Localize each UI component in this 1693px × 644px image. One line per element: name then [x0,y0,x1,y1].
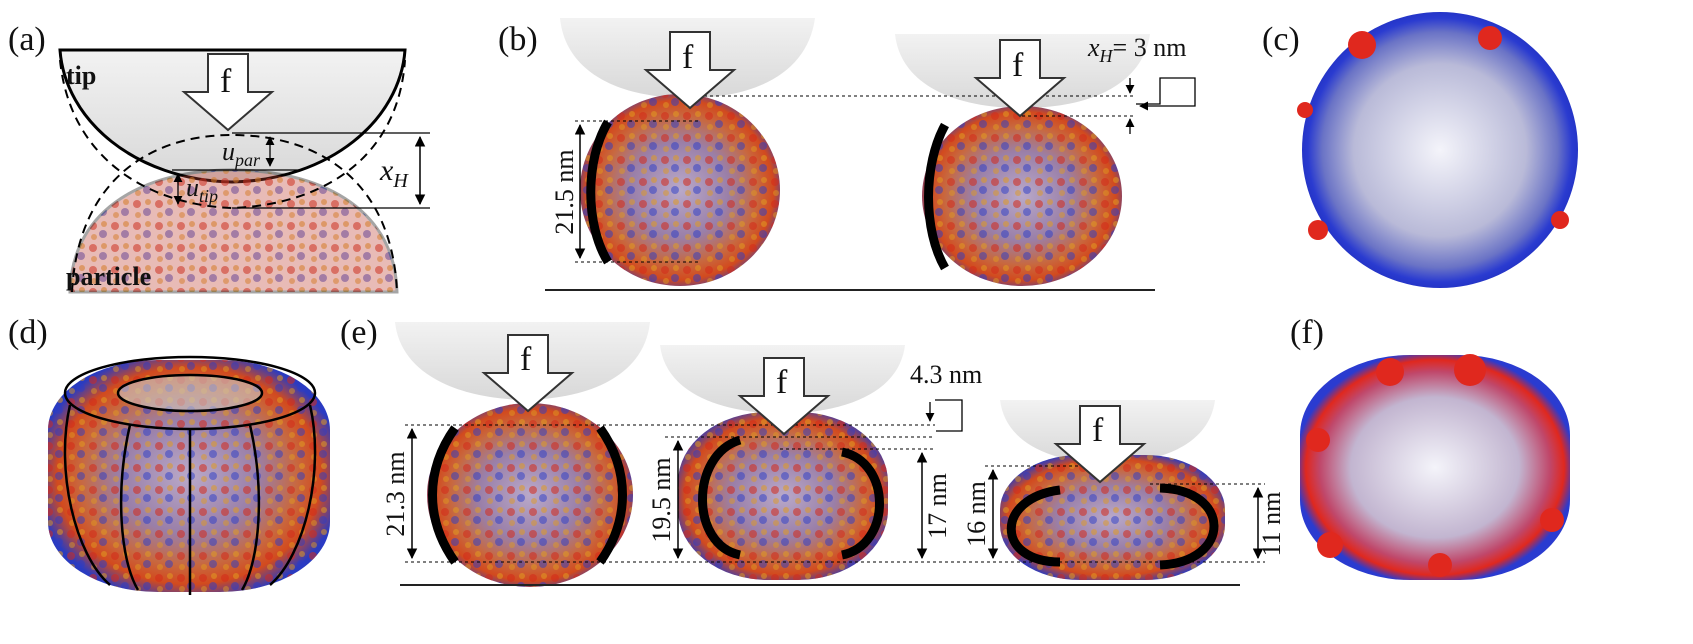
panel-b-drawing [545,18,1196,291]
contour-arc [428,425,459,565]
subscript: H [392,170,409,192]
particle-texture [427,403,633,587]
panel-c-drawing [1297,12,1578,288]
panel-f-drawing [1300,354,1570,580]
cage-ring [63,355,317,431]
panel-d-drawing [48,355,330,595]
red-patch [1376,358,1404,386]
height-label: 19.5 nm [647,457,676,542]
capsid-cross-section [1302,12,1578,288]
tip-label: tip [66,61,96,90]
panel-label: (d) [8,314,48,351]
callout-line [935,399,963,432]
red-patch [1317,532,1343,558]
red-patch [1348,31,1376,59]
callout-arrow [1136,77,1196,111]
red-patch [1551,211,1569,229]
contour-arc [1006,485,1061,567]
red-patch [1308,220,1328,240]
red-patch [1454,354,1486,386]
red-patch [1306,428,1330,452]
contour-arc [698,435,742,560]
contour-arc [1159,483,1219,570]
red-patch [1478,26,1502,50]
symbol: u [222,137,235,166]
height-label: 21.5 nm [550,149,579,234]
undeformed-tip [71,133,398,293]
symbol: x [379,154,394,187]
particle-texture [922,106,1122,286]
contour-arc [586,119,612,265]
panel-e-drawing [395,322,1265,587]
particle-label: particle [66,262,151,291]
subscript: par [233,150,261,170]
panel-a-drawing [58,48,430,294]
cage-meridians [63,404,317,595]
red-patch [1540,508,1564,532]
red-patch [1297,102,1313,118]
subscript: H [1099,46,1114,66]
contour-arc [840,447,884,560]
contour-arc [924,122,949,271]
u-par-label: upar [222,137,261,170]
red-patch [1428,553,1452,577]
capsid-cross-section [1300,355,1570,580]
force-label: f [520,341,532,378]
panel-label: (c) [1262,21,1300,58]
panel-label: (f) [1290,314,1324,351]
contour-arc [596,425,627,565]
height-label: 17 nm [923,473,952,539]
force-label: f [220,63,232,100]
height-label: 11 nm [1257,492,1286,557]
force-label: f [776,364,788,401]
indentation-label: xH= 3 nm [1087,33,1186,66]
height-label: 21.3 nm [381,451,410,536]
panel-label: (e) [340,314,378,351]
particle-texture [580,94,780,286]
force-label: f [682,39,694,76]
x-h-label: xH [379,154,409,192]
symbol: x [1087,33,1100,62]
panel-label: (b) [498,21,538,58]
particle-surface [70,170,397,292]
force-label: f [1012,47,1024,84]
u-tip-label: utip [186,173,218,206]
value: = 3 nm [1113,33,1187,62]
force-label: f [1092,412,1104,449]
panel-label: (a) [8,21,46,58]
symbol: u [186,173,199,202]
subscript: tip [199,186,218,206]
cage-ring [116,373,264,413]
particle-texture [678,412,888,580]
gap-label: 4.3 nm [910,360,982,389]
height-label: 16 nm [962,481,991,547]
